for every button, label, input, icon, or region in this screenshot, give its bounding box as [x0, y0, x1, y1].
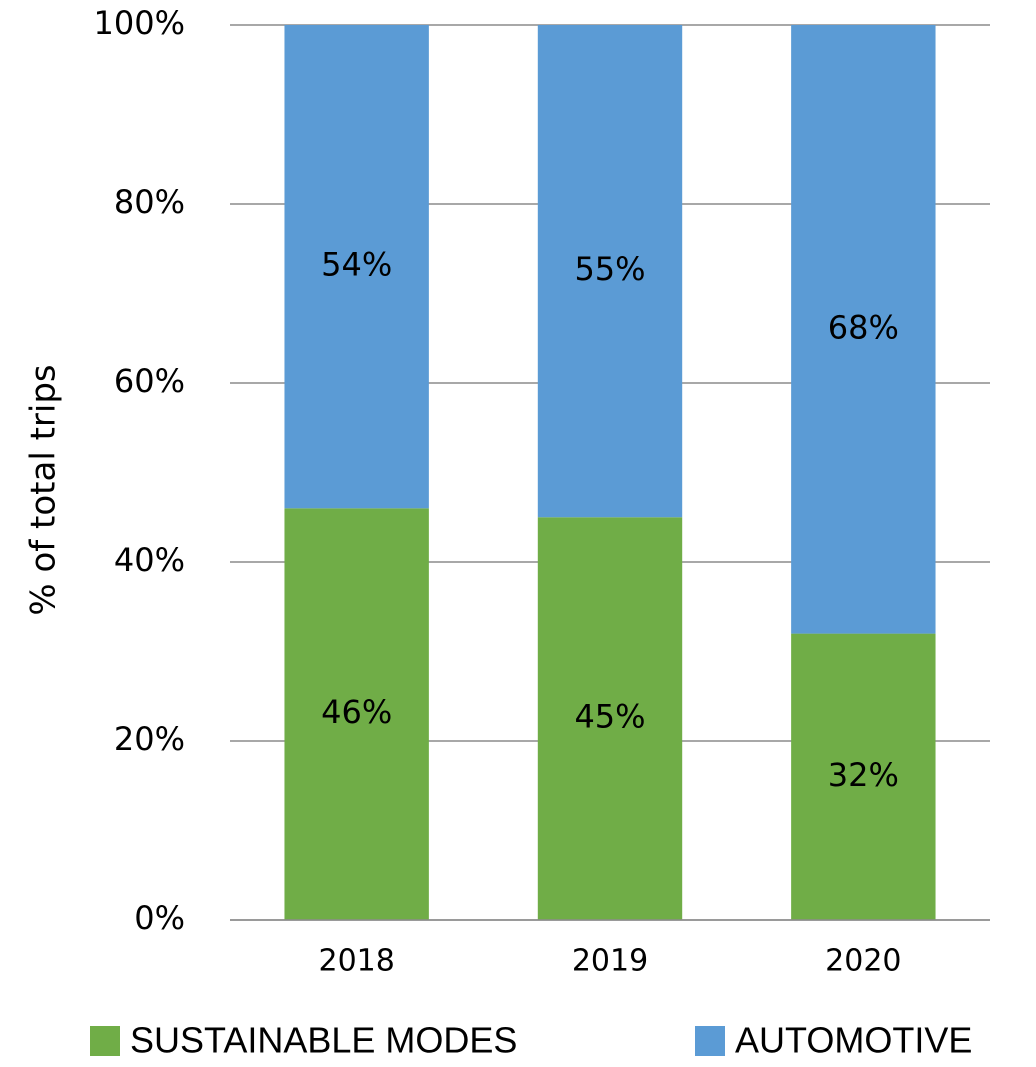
- legend-swatch: [695, 1026, 725, 1056]
- bar-segment: [284, 508, 429, 920]
- legend-swatch: [90, 1026, 120, 1056]
- bar-segment: [537, 25, 683, 518]
- legend-label: AUTOMOTIVE: [735, 1020, 972, 1061]
- legend-label: SUSTAINABLE MODES: [130, 1020, 517, 1061]
- x-tick-label: 2019: [572, 944, 648, 979]
- y-tick-label: 100%: [94, 4, 185, 42]
- bar-segment: [537, 517, 683, 920]
- data-label: 55%: [574, 250, 645, 288]
- data-label: 54%: [321, 246, 392, 284]
- y-axis-label: % of total trips: [24, 364, 64, 615]
- y-tick-label: 80%: [114, 183, 185, 221]
- data-label: 46%: [321, 693, 392, 731]
- x-tick-label: 2018: [318, 944, 394, 979]
- x-tick-label: 2020: [825, 944, 901, 979]
- bar-segment: [791, 633, 936, 920]
- data-label: 45%: [574, 698, 645, 736]
- y-tick-label: 0%: [134, 899, 185, 937]
- data-label: 68%: [828, 308, 899, 346]
- y-tick-label: 40%: [114, 541, 185, 579]
- data-label: 32%: [828, 756, 899, 794]
- y-tick-label: 60%: [114, 362, 185, 400]
- y-tick-label: 20%: [114, 720, 185, 758]
- bar-segment: [284, 25, 429, 509]
- bar-segment: [791, 25, 936, 634]
